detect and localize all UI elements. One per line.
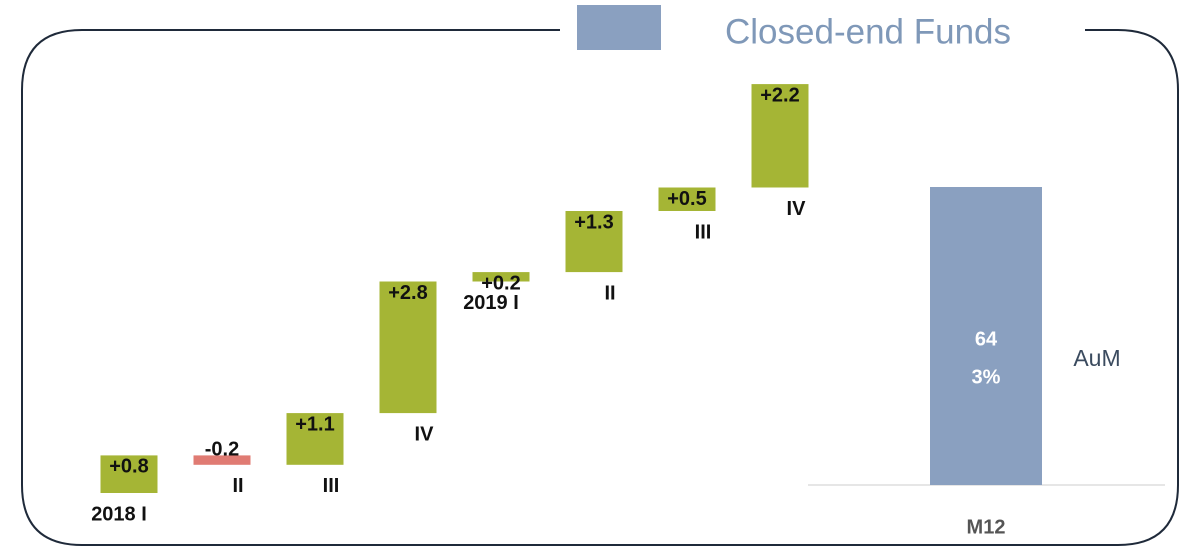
value-label: +0.5 xyxy=(667,188,706,210)
bar xyxy=(193,455,251,465)
category-label: IV xyxy=(787,198,807,220)
value-label: +2.2 xyxy=(760,84,799,106)
bar xyxy=(100,455,158,493)
category-label: III xyxy=(695,221,712,243)
category-label: III xyxy=(323,475,340,497)
category-label: 2019 I xyxy=(463,292,519,314)
bar xyxy=(286,413,344,465)
category-label: 2018 I xyxy=(91,503,147,525)
value-label: -0.2 xyxy=(205,439,239,461)
bar xyxy=(472,272,530,282)
total-value: 64 xyxy=(975,328,998,350)
title-swatch xyxy=(577,5,661,50)
category-label: II xyxy=(232,475,243,497)
total-bar xyxy=(930,187,1042,485)
category-label: II xyxy=(604,282,615,304)
value-label: +0.8 xyxy=(109,456,148,478)
bar xyxy=(565,211,623,273)
value-label: +2.8 xyxy=(388,282,427,304)
bar xyxy=(658,187,716,211)
category-label: IV xyxy=(415,423,435,445)
value-label: +1.3 xyxy=(574,211,613,233)
legend-label: AuM xyxy=(1073,345,1120,371)
frame xyxy=(21,29,1179,546)
total-share: 3% xyxy=(972,366,1001,388)
chart-title: Closed-end Funds xyxy=(725,12,1011,51)
total-category: M12 xyxy=(967,516,1006,538)
value-label: +1.1 xyxy=(295,413,334,435)
value-label: +0.2 xyxy=(481,272,520,294)
bar xyxy=(751,84,809,188)
bar xyxy=(379,281,437,414)
